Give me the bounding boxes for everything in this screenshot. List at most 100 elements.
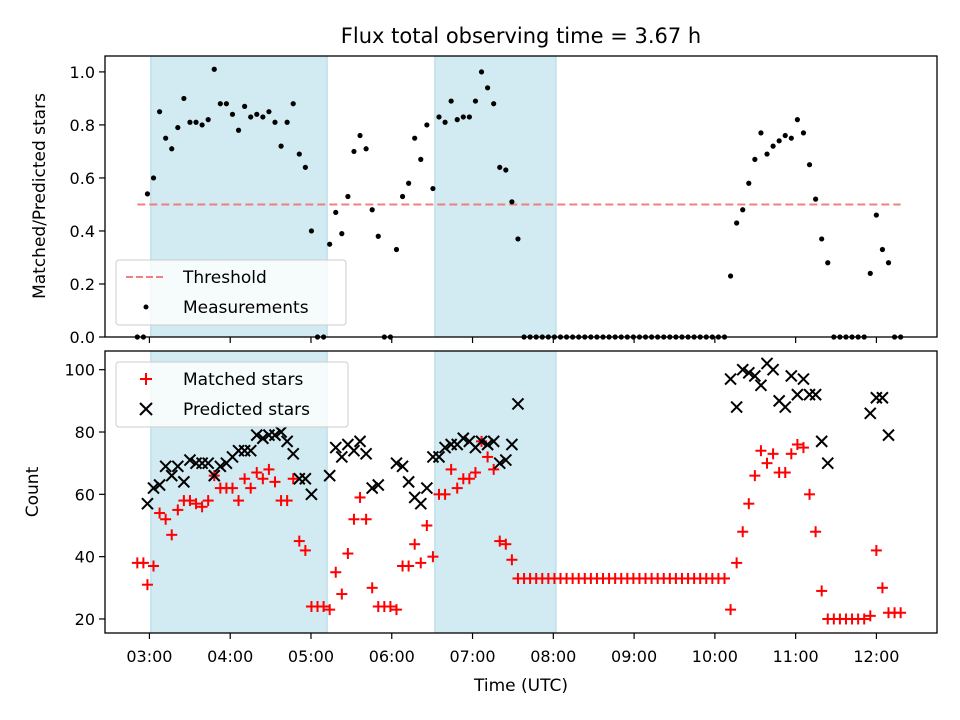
matched-star-point [810,526,822,538]
predicted-star-point [171,460,185,473]
matched-star-point [196,501,208,513]
y-tick-label: 100 [64,361,95,380]
measurement-point [156,109,163,115]
matched-star-point [299,544,311,556]
matched-star-point [384,601,396,613]
predicted-star-point [870,391,883,404]
predicted-star-point [396,460,409,473]
predicted-star-point [287,447,300,461]
predicted-star-point [347,444,361,457]
matched-star-point [779,467,791,479]
measurement-point [788,135,794,141]
predicted-star-point [457,432,470,445]
matched-star-point [737,526,749,538]
matched-star-point [804,488,816,500]
measurement-point [806,162,813,168]
predicted-star-point [882,428,895,442]
matched-star-point [791,438,803,450]
matched-star-point [427,551,439,563]
measurement-point [867,270,873,276]
shaded-interval [434,350,557,634]
predicted-star-point [779,400,792,414]
measurement-point [229,111,236,117]
measurement-point [254,111,260,117]
predicted-star-point [208,469,221,482]
x-tick-label: 10:00 [692,647,738,666]
predicted-star-point [475,435,488,448]
top-axes-frame [104,55,938,338]
measurement-point [813,196,819,202]
measurement-point [418,156,424,162]
measurement-point [393,246,400,253]
predicted-star-point [420,481,434,495]
predicted-star-point [183,453,197,467]
predicted-star-point [785,369,798,383]
measurement-point [752,156,758,162]
matched-star-point [318,601,330,613]
measurement-point [363,146,369,152]
measurement-point [448,98,454,104]
measurement-point [515,236,521,242]
x-tick-label: 12:00 [853,647,899,666]
predicted-star-point [481,438,494,451]
legend-matched-label: Matched stars [183,370,303,390]
bottom-legend: Matched stars Predicted stars [115,361,349,428]
matched-star-point [500,538,512,550]
matched-star-point [895,607,907,619]
measurement-point [308,228,315,234]
predicted-star-point [821,456,834,470]
measurement-point [333,209,339,216]
matched-star-point [463,473,475,485]
matched-star-point [482,451,494,463]
x-tick-label: 04:00 [207,647,253,666]
y-tick-label: 0.8 [70,116,95,135]
flux-ratio-panel: 0.0 0.2 0.4 0.6 0.8 1.0 Matched/Predicted sta… [30,55,938,347]
measurement-point [442,119,448,125]
matched-star-point [469,467,481,479]
matched-star-point [445,463,457,475]
measurement-point [819,236,825,242]
shaded-interval [434,55,557,338]
predicted-star-point [244,444,257,457]
measurement-point [242,103,248,109]
predicted-star-point [499,453,513,467]
predicted-star-point [147,481,160,495]
measurement-point [345,193,351,200]
matched-star-point [263,463,275,475]
predicted-star-point [372,478,385,492]
matched-star-point [293,535,305,547]
measurement-point [260,114,266,120]
matched-star-point [324,604,336,616]
matched-star-point [148,560,160,572]
predicted-star-point [353,435,367,448]
measurement-point [351,148,357,155]
measurement-point [740,207,746,213]
measurement-point [491,101,497,107]
predicted-star-point [335,450,349,464]
measurement-point [248,114,254,120]
measurement-point [375,233,381,239]
measurement-point [399,193,406,200]
matched-star-point [755,445,767,457]
matched-star-point [390,604,402,616]
matched-star-point [251,467,263,479]
top-legend-box [115,259,347,326]
x-tick-label: 06:00 [369,647,415,666]
measurement-point [175,124,181,131]
matched-star-point [870,544,882,556]
x-tick-label: 05:00 [288,647,334,666]
predicted-star-point [250,428,263,442]
predicted-star-point [141,497,154,510]
matched-star-point [415,557,427,569]
measurement-point [509,199,515,205]
measurement-point [290,101,296,107]
predicted-star-point [402,475,415,489]
y-tick-label: 0.0 [70,328,95,347]
measurement-point [150,175,157,181]
measurement-point [436,114,442,120]
measurement-point [187,119,193,125]
measurement-point [424,122,430,128]
matched-star-point [725,604,737,616]
predicted-star-point [876,391,889,404]
